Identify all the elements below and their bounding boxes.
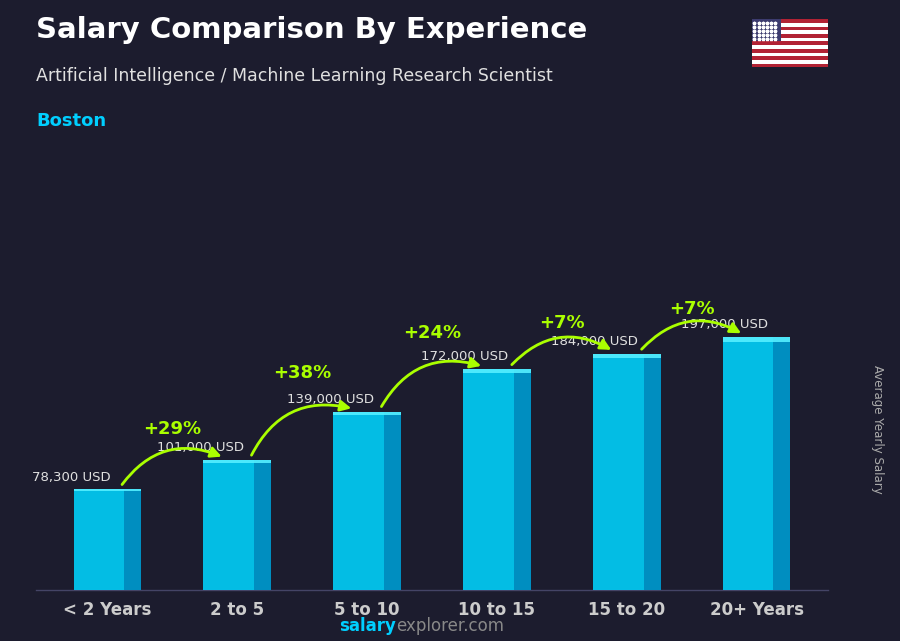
Bar <box>752 27 828 30</box>
Text: 139,000 USD: 139,000 USD <box>287 393 374 406</box>
Bar <box>74 489 141 491</box>
Text: 184,000 USD: 184,000 USD <box>551 335 638 348</box>
Bar <box>752 30 828 34</box>
Text: explorer.com: explorer.com <box>396 617 504 635</box>
Bar <box>752 63 828 67</box>
Text: 197,000 USD: 197,000 USD <box>680 319 768 331</box>
Bar <box>773 337 790 590</box>
Text: Artificial Intelligence / Machine Learning Research Scientist: Artificial Intelligence / Machine Learni… <box>36 67 553 85</box>
Text: salary: salary <box>339 617 396 635</box>
Bar <box>203 460 271 463</box>
Bar <box>752 19 828 23</box>
Bar <box>644 354 661 590</box>
Bar <box>752 53 828 56</box>
Text: +24%: +24% <box>403 324 461 342</box>
Text: Boston: Boston <box>36 112 106 130</box>
Bar <box>752 38 828 42</box>
Bar <box>593 354 661 358</box>
Text: +7%: +7% <box>539 314 585 332</box>
Bar <box>333 412 400 415</box>
Bar <box>752 45 828 49</box>
Bar <box>593 354 661 590</box>
Bar <box>254 460 271 590</box>
Text: 78,300 USD: 78,300 USD <box>32 470 111 483</box>
Bar <box>464 369 531 373</box>
Bar <box>723 337 790 590</box>
Bar <box>464 369 531 590</box>
Bar <box>723 337 790 342</box>
Text: 172,000 USD: 172,000 USD <box>421 351 508 363</box>
Text: +7%: +7% <box>669 300 715 318</box>
Text: Salary Comparison By Experience: Salary Comparison By Experience <box>36 16 587 44</box>
Bar <box>74 489 141 590</box>
Bar <box>514 369 531 590</box>
Bar <box>752 34 828 38</box>
Text: +38%: +38% <box>273 364 331 382</box>
Bar <box>752 56 828 60</box>
Text: 101,000 USD: 101,000 USD <box>158 442 245 454</box>
Text: Average Yearly Salary: Average Yearly Salary <box>871 365 884 494</box>
Text: +29%: +29% <box>143 420 202 438</box>
Bar <box>124 489 141 590</box>
Bar <box>384 412 400 590</box>
Bar <box>752 19 780 42</box>
Bar <box>752 23 828 27</box>
Bar <box>752 49 828 53</box>
Bar <box>752 60 828 63</box>
Bar <box>333 412 400 590</box>
Bar <box>203 460 271 590</box>
Bar <box>752 42 828 45</box>
